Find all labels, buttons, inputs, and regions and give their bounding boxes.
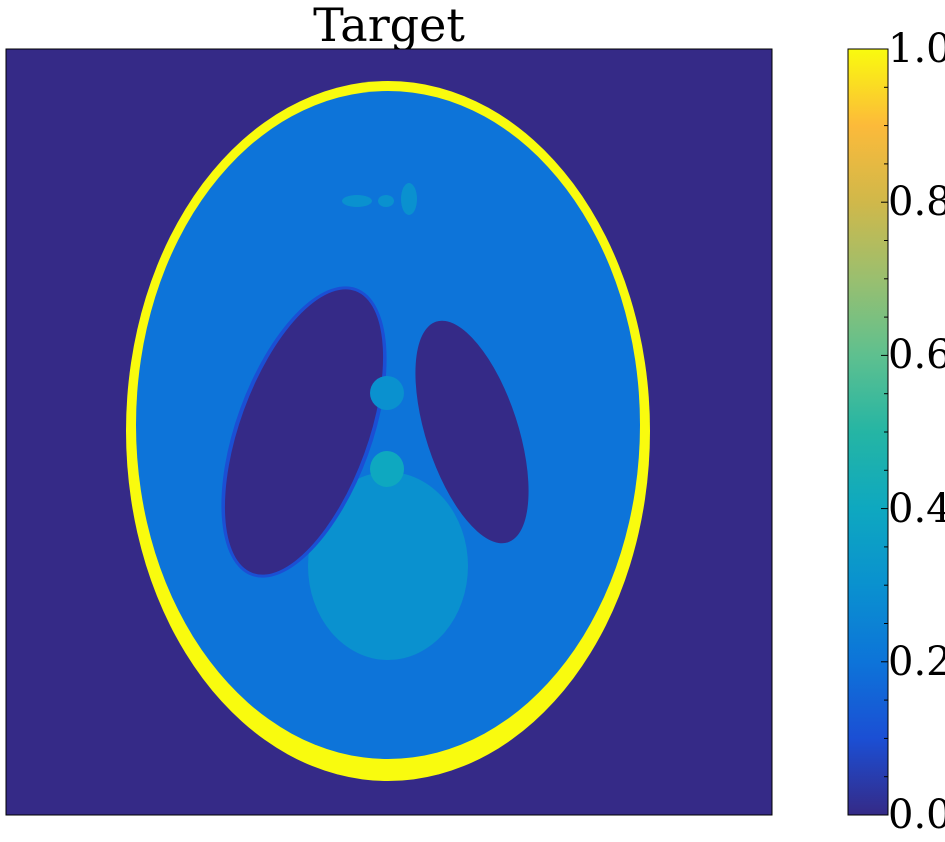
colorbar-tick-label: 0.6 — [888, 335, 945, 375]
colorbar-tick-label: 0.4 — [888, 489, 945, 529]
small-circle-lower — [370, 451, 404, 487]
small-circle-upper — [370, 376, 404, 410]
colorbar-tick-label: 0.8 — [888, 182, 945, 222]
small-dot-left — [342, 195, 372, 207]
phantom-image — [6, 49, 772, 815]
small-dot-right — [401, 183, 417, 215]
colorbar-tick-label: 1.0 — [888, 29, 945, 69]
colorbar-gradient — [848, 49, 888, 815]
small-dot-middle — [378, 195, 394, 207]
colorbar-tick-label: 0.2 — [888, 642, 945, 682]
colorbar-tick-label: 0.0 — [888, 795, 945, 835]
